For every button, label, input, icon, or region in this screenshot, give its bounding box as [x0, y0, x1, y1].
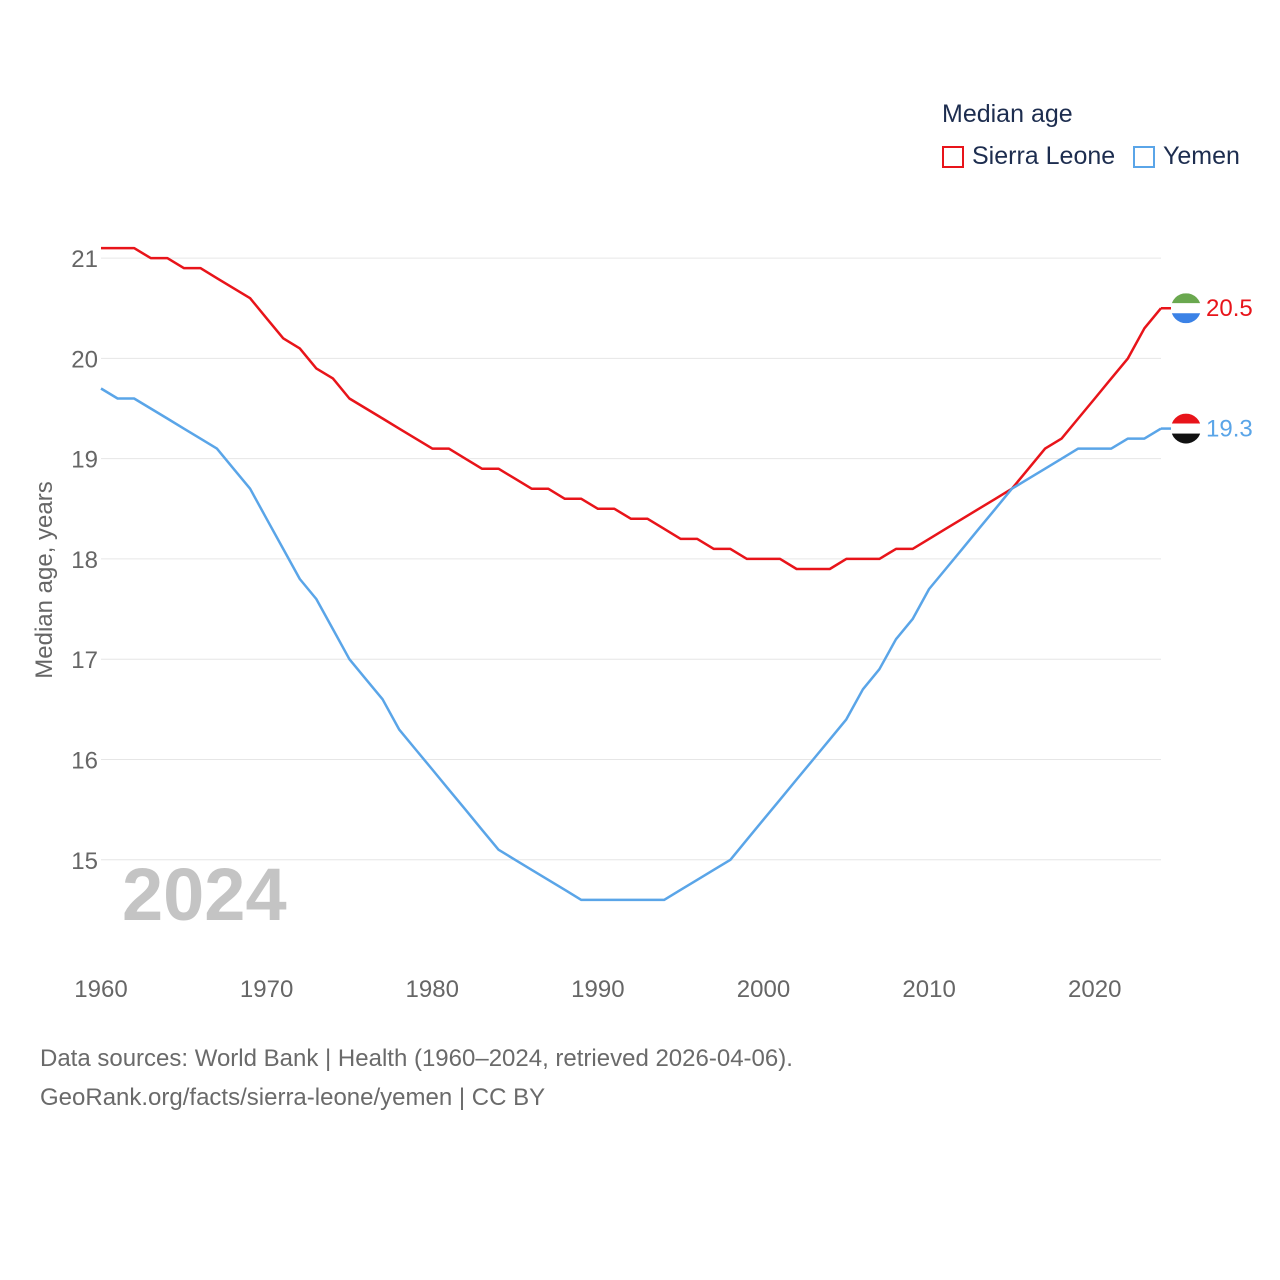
y-axis-ticks: 15 16 17 18 19 20 21: [71, 246, 98, 875]
legend-label-yemen: Yemen: [1163, 142, 1240, 170]
legend-swatch-sierra-leone: [942, 145, 964, 168]
x-tick-label: 2000: [737, 976, 790, 1003]
series-end-markers: 20.5 19.3: [1161, 293, 1253, 444]
x-tick-label: 1960: [74, 976, 127, 1003]
legend-title: Median age: [942, 100, 1073, 128]
series-line-yemen: [100, 387, 1162, 902]
gridlines: [101, 257, 1161, 861]
x-tick-label: 1990: [571, 976, 624, 1003]
x-tick-label: 2010: [902, 976, 955, 1003]
y-tick-label: 20: [71, 346, 98, 373]
y-tick-label: 17: [71, 647, 98, 674]
x-tick-label: 2020: [1068, 976, 1121, 1003]
legend-item-sierra-leone[interactable]: Sierra Leone: [942, 142, 1115, 171]
series-end-value: 19.3: [1206, 416, 1253, 443]
credit-link[interactable]: GeoRank.org/facts/sierra-leone/yemen | C…: [40, 1084, 546, 1111]
legend-item-yemen[interactable]: Yemen: [1133, 142, 1240, 171]
y-tick-label: 15: [71, 848, 98, 875]
y-tick-label: 16: [71, 747, 98, 774]
flag-icon-sierra-leone: [1171, 293, 1201, 324]
series-end-value: 20.5: [1206, 295, 1253, 322]
y-tick-label: 19: [71, 447, 98, 474]
y-tick-label: 21: [71, 246, 98, 273]
x-axis-ticks: 1960 1970 1980 1990 2000 2010 2020: [74, 976, 1121, 1003]
series-line-sierra-leone: [101, 246, 1162, 571]
flag-icon-yemen: [1171, 413, 1201, 444]
year-watermark: 2024: [122, 853, 287, 936]
line-chart: 15 16 17 18 19 20 21 1960 1970 1980 1990 2000 2010 2…: [31, 246, 1253, 1003]
data-source-note: Data sources: World Bank | Health (1960–…: [40, 1045, 793, 1072]
legend-label-sierra-leone: Sierra Leone: [972, 142, 1116, 170]
x-tick-label: 1980: [406, 976, 459, 1003]
y-tick-label: 18: [71, 547, 98, 574]
series-lines: [100, 246, 1162, 902]
x-tick-label: 1970: [240, 976, 293, 1003]
legend-swatch-yemen: [1133, 145, 1155, 168]
y-axis-label: Median age, years: [31, 481, 58, 678]
